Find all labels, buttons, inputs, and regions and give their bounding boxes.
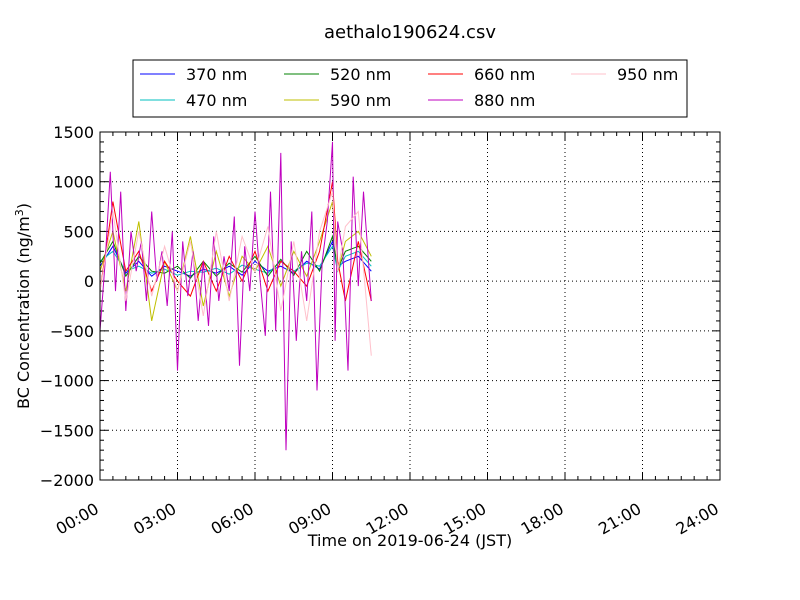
legend-box (132, 59, 688, 118)
legend-item: 470 nm (140, 91, 247, 110)
legend-item: 950 nm (571, 65, 678, 84)
legend-label: 520 nm (330, 65, 391, 84)
legend: 370 nm 470 nm 520 nm 590 nm 660 nm 880 nm 950 … (132, 59, 688, 118)
legend-item: 660 nm (428, 65, 535, 84)
y-tick-label: −1500 (40, 421, 94, 440)
y-axis-label-suffix: ) (14, 203, 33, 209)
chart-title: aethalo190624.csv (324, 22, 496, 43)
legend-label: 950 nm (617, 65, 678, 84)
x-tick-label: 21:00 (595, 499, 644, 539)
legend-label: 370 nm (186, 65, 247, 84)
y-axis-label-superscript: 3 (13, 209, 26, 216)
y-tick-label: −500 (50, 322, 94, 341)
grid-lines (100, 132, 720, 480)
axis-ticks (99, 131, 721, 481)
y-tick-label: −1000 (40, 372, 94, 391)
x-tick-label: 03:00 (130, 499, 179, 539)
legend-item: 370 nm (140, 65, 247, 84)
series-line-950-nm (99, 191, 372, 356)
y-tick-label: −2000 (40, 471, 94, 490)
y-tick-label: 1000 (53, 173, 94, 192)
y-axis-label: BC Concentration (ng/m3) (13, 203, 33, 409)
y-tick-label: 0 (84, 272, 94, 291)
y-tick-label: 1500 (53, 123, 94, 142)
series-lines (99, 141, 372, 451)
x-axis-label: Time on 2019-06-24 (JST) (307, 531, 512, 550)
y-axis-label-main: BC Concentration (ng/m (14, 216, 33, 409)
x-tick-label: 06:00 (208, 499, 257, 539)
legend-items: 370 nm 470 nm 520 nm 590 nm 660 nm 880 nm 950 … (140, 65, 678, 110)
legend-item: 880 nm (428, 91, 535, 110)
series-line-880-nm (99, 141, 372, 451)
legend-label: 590 nm (330, 91, 391, 110)
legend-label: 880 nm (474, 91, 535, 110)
x-tick-label: 24:00 (673, 499, 722, 539)
plot-border (99, 131, 721, 481)
y-tick-labels: 1500 1000 500 0 −500 −1000 −1500 −2000 (40, 123, 94, 490)
x-tick-label: 18:00 (518, 499, 567, 539)
legend-item: 590 nm (284, 91, 391, 110)
legend-label: 470 nm (186, 91, 247, 110)
legend-label: 660 nm (474, 65, 535, 84)
legend-item: 520 nm (284, 65, 391, 84)
x-tick-label: 00:00 (53, 499, 102, 539)
y-tick-label: 500 (63, 222, 94, 241)
